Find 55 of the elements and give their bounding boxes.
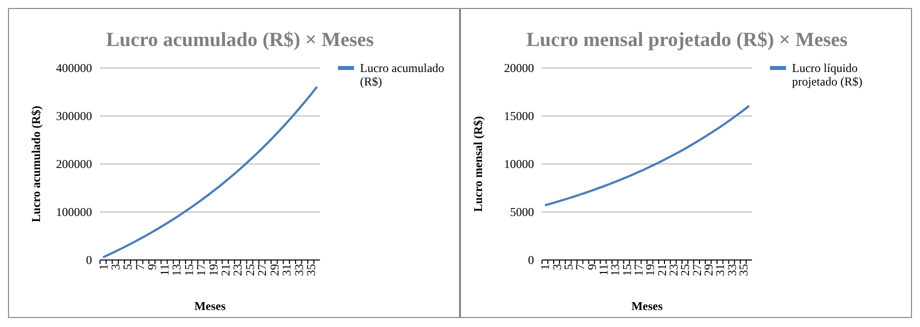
x-tick-label: 27 bbox=[255, 264, 270, 276]
y-tick-label: 0 bbox=[86, 253, 92, 268]
legend-label: Lucro acumulado (R$) bbox=[360, 61, 444, 88]
y-tick-label: 300000 bbox=[56, 109, 92, 124]
x-tick-label: 35 bbox=[304, 264, 318, 276]
x-tick-label: 21 bbox=[654, 264, 669, 276]
legend-label: Lucro líquido projetado (R$) bbox=[792, 61, 862, 88]
x-tick-label: 13 bbox=[170, 264, 184, 276]
x-tick-label: 23 bbox=[230, 264, 245, 276]
x-tick-label: 17 bbox=[631, 264, 646, 276]
x-tick-label: 33 bbox=[724, 264, 739, 276]
x-axis-title: Meses bbox=[194, 299, 226, 313]
x-tick-label: 1 bbox=[538, 264, 552, 270]
y-tick-label: 20000 bbox=[504, 61, 534, 76]
y-axis-title: Lucro acumulado (R$) bbox=[29, 106, 43, 222]
y-tick-label: 15000 bbox=[504, 109, 534, 124]
chart-title: Lucro acumulado (R$) × Meses bbox=[106, 29, 374, 51]
x-tick-label: 11 bbox=[596, 264, 610, 276]
line-series bbox=[544, 104, 750, 206]
x-tick-label: 5 bbox=[120, 264, 135, 270]
x-tick-label: 3 bbox=[108, 264, 122, 270]
chart-title: Lucro mensal projetado (R$) × Meses bbox=[526, 29, 848, 51]
x-tick-label: 35 bbox=[736, 264, 750, 276]
x-axis-title: Meses bbox=[631, 299, 663, 313]
x-tick-label: 31 bbox=[280, 264, 294, 276]
x-tick-label: 13 bbox=[608, 264, 622, 276]
x-tick-label: 25 bbox=[242, 264, 257, 276]
y-tick-label: 0 bbox=[528, 253, 534, 268]
x-tick-label: 19 bbox=[643, 264, 658, 276]
y-tick-label: 200000 bbox=[56, 157, 92, 172]
y-tick-label: 100000 bbox=[56, 205, 92, 220]
x-tick-label: 21 bbox=[218, 264, 232, 276]
y-tick-label: 10000 bbox=[504, 157, 534, 172]
x-tick-label: 15 bbox=[620, 264, 634, 276]
y-axis-title: Lucro mensal (R$) bbox=[471, 116, 485, 212]
x-tick-label: 31 bbox=[713, 264, 728, 276]
x-tick-label: 9 bbox=[145, 264, 160, 270]
x-tick-label: 7 bbox=[573, 264, 588, 270]
x-tick-label: 1 bbox=[96, 264, 110, 270]
x-tick-label: 27 bbox=[690, 264, 704, 276]
y-tick-label: 400000 bbox=[56, 61, 92, 76]
x-tick-label: 19 bbox=[206, 264, 220, 276]
x-tick-label: 17 bbox=[194, 264, 208, 276]
x-tick-label: 9 bbox=[584, 264, 599, 270]
x-tick-label: 5 bbox=[561, 264, 576, 270]
x-tick-label: 25 bbox=[678, 264, 692, 276]
x-tick-label: 33 bbox=[292, 264, 306, 276]
x-tick-label: 15 bbox=[182, 264, 196, 276]
x-tick-label: 23 bbox=[666, 264, 680, 276]
x-tick-label: 3 bbox=[550, 264, 564, 270]
x-tick-label: 29 bbox=[267, 264, 282, 276]
x-tick-label: 7 bbox=[132, 264, 147, 270]
x-tick-label: 11 bbox=[157, 264, 172, 276]
x-tick-label: 29 bbox=[701, 264, 716, 276]
y-tick-label: 5000 bbox=[510, 205, 534, 220]
